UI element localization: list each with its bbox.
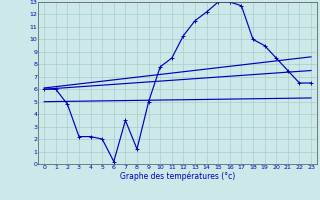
X-axis label: Graphe des températures (°c): Graphe des températures (°c) (120, 172, 235, 181)
